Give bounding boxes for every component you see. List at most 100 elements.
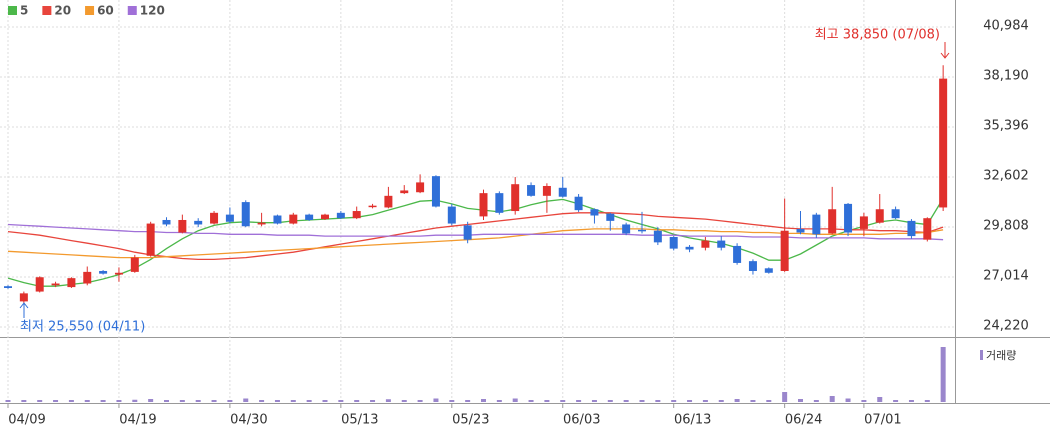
x-tick-label: 04/09 [8,413,45,428]
x-tick-label: 05/23 [452,413,489,428]
candle-body [653,230,662,243]
candle-body [305,214,314,220]
candle-body [511,184,520,212]
volume-bar [560,400,566,402]
legend: 5 20 60 120 [8,4,165,18]
volume-bar [940,347,946,402]
volume-bar [861,400,867,402]
volume-bar [845,398,851,402]
candle-body [99,270,108,274]
volume-bar [322,400,328,402]
volume-bar [148,399,154,402]
annotation-arrow [940,42,950,59]
candle-body [130,257,139,272]
candle-body [717,240,726,248]
candle-body [907,220,916,237]
volume-bar [116,400,122,402]
candle-body [685,246,694,250]
x-tick-label: 06/24 [785,413,822,428]
volume-bar [496,400,502,402]
y-tick-label: 29,808 [983,219,1029,234]
candle-body [479,193,488,217]
legend-label: 120 [140,4,165,18]
candle-body [114,272,123,275]
x-tick-label: 06/03 [563,413,600,428]
candle-body [828,209,837,234]
candle-body [796,228,805,233]
volume-bar [354,400,360,402]
volume-bar [623,400,629,402]
annotation-high: 최고 38,850 (07/08) [815,28,940,43]
volume-bar [687,400,693,402]
volume-bar [908,400,914,402]
candle-body [273,215,282,224]
candle-body [368,205,377,208]
volume-bar [702,400,708,402]
volume-bar [37,400,43,402]
y-tick-label: 27,014 [983,269,1029,284]
legend-label: 5 [20,4,28,18]
candle-body [638,229,646,232]
candle-body [495,193,504,213]
candle-body [51,283,60,286]
candle-body [384,195,393,208]
candle-body [748,261,757,271]
y-tick-label: 40,984 [983,19,1029,34]
volume-bar [211,400,217,402]
candle-body [527,185,536,196]
candle-body [622,224,631,234]
volume-bar [449,400,455,402]
volume-bar [401,400,407,402]
candle-body [352,211,361,219]
volume-bar [718,400,724,402]
volume-bar [655,400,661,402]
volume-bar [433,398,439,402]
candle-body [4,286,12,288]
candle-body [67,278,76,288]
volume-bar [512,398,518,402]
volume-bar [481,399,486,402]
candle-body [923,218,932,240]
candle-body [19,293,28,302]
candle-body [859,216,868,229]
legend-swatch [8,6,17,15]
volume-bar [53,400,59,402]
candle-body [780,230,789,271]
volume-bar [164,400,169,402]
volume-bar [528,400,534,402]
x-tick-label: 04/30 [230,413,267,428]
volume-bar [829,396,835,402]
candle-body [669,236,678,249]
candle-body [225,214,234,222]
volume-legend-swatch [980,350,983,360]
volume-bar [132,399,138,402]
x-tick-label: 04/19 [119,413,156,428]
volume-bar [671,400,677,402]
volume-bar [227,400,233,402]
candle-body [447,206,456,224]
candle-body [431,176,440,207]
volume-bar [924,400,930,402]
volume-bar [100,400,106,402]
volume-bar [607,400,613,402]
volume-bar [243,398,249,402]
volume-bar [259,400,265,402]
volume-bar [576,400,582,402]
legend-swatch [85,6,95,15]
volume-label: 거래량 [986,349,1016,362]
x-tick-label: 06/13 [674,413,711,428]
x-tick-label: 05/13 [341,413,378,428]
candle-body [35,277,44,292]
legend-label: 60 [97,4,114,18]
candle-body [241,202,250,227]
candle-body [178,219,187,233]
candle-body [875,209,884,223]
candle-body [83,271,92,284]
legend-swatch [42,6,52,15]
candle-body [733,245,742,263]
candle-body [321,214,329,220]
annotation-arrow [19,302,29,318]
volume-bar [750,400,756,402]
volume-bar [179,400,185,402]
